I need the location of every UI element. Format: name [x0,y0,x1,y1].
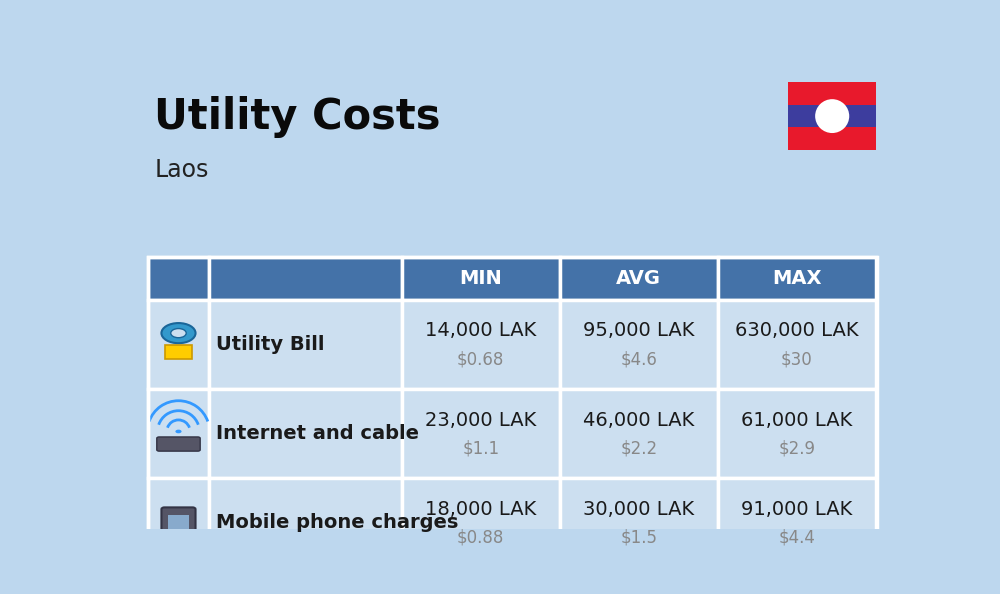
Bar [209,389,402,478]
Text: $30: $30 [781,350,813,368]
Text: MIN: MIN [459,268,502,287]
Circle shape [175,429,182,433]
Text: Internet and cable: Internet and cable [216,424,419,443]
Bar [788,105,876,127]
Bar [148,478,209,567]
Text: 30,000 LAK: 30,000 LAK [583,500,694,519]
Circle shape [171,328,186,338]
Text: $4.6: $4.6 [620,350,657,368]
Text: Mobile phone charges: Mobile phone charges [216,513,459,532]
Text: 95,000 LAK: 95,000 LAK [583,321,695,340]
Text: 630,000 LAK: 630,000 LAK [735,321,859,340]
Bar [402,300,560,389]
Circle shape [175,538,182,542]
Text: 46,000 LAK: 46,000 LAK [583,410,695,429]
Text: 14,000 LAK: 14,000 LAK [425,321,536,340]
FancyBboxPatch shape [157,437,200,451]
Bar [209,478,402,567]
Text: MAX: MAX [772,268,822,287]
Text: 91,000 LAK: 91,000 LAK [741,500,853,519]
Text: $1.5: $1.5 [620,529,657,546]
Bar [788,82,876,105]
Bar [788,127,876,150]
Text: $0.68: $0.68 [457,350,504,368]
Bar [209,300,402,389]
Bar [148,389,209,478]
Bar [718,478,876,567]
Bar [560,389,718,478]
Text: $2.2: $2.2 [620,440,657,457]
Bar [560,478,718,567]
Bar [718,300,876,389]
Text: 61,000 LAK: 61,000 LAK [741,410,853,429]
Bar [402,478,560,567]
Circle shape [161,323,196,343]
Bar [209,257,402,300]
Text: $4.4: $4.4 [779,529,815,546]
Bar [402,257,560,300]
Bar [165,346,192,359]
Bar [148,257,209,300]
Bar [560,257,718,300]
Text: AVG: AVG [616,268,661,287]
Bar [718,257,876,300]
Text: $0.88: $0.88 [457,529,504,546]
Text: Utility Bill: Utility Bill [216,335,325,354]
Bar [168,515,189,538]
Text: Utility Costs: Utility Costs [154,96,441,138]
FancyBboxPatch shape [161,507,196,545]
Text: $1.1: $1.1 [462,440,499,457]
Text: 23,000 LAK: 23,000 LAK [425,410,536,429]
Bar [560,300,718,389]
Bar [402,389,560,478]
Bar [148,300,209,389]
Ellipse shape [815,99,849,133]
Text: $2.9: $2.9 [778,440,815,457]
Text: 18,000 LAK: 18,000 LAK [425,500,536,519]
Bar [148,257,877,567]
Bar [718,389,876,478]
Text: Laos: Laos [154,158,209,182]
